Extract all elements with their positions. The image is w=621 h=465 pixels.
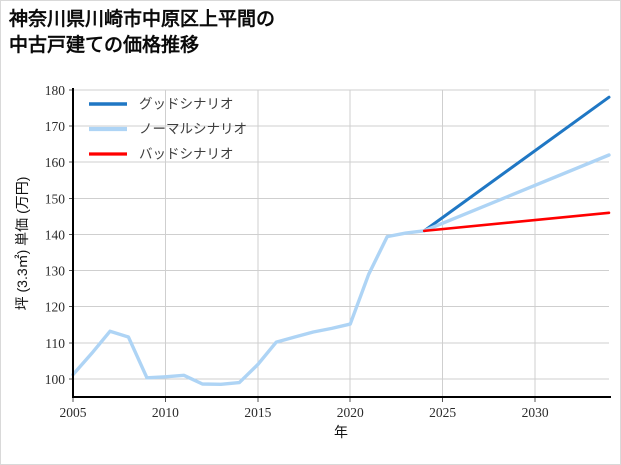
legend-item-label: ノーマルシナリオ (139, 122, 247, 137)
y-tick-label: 170 (45, 119, 66, 134)
x-tick-label: 2020 (337, 405, 364, 420)
legend-item-label: バッドシナリオ (139, 147, 234, 162)
y-tick-label: 110 (45, 336, 65, 351)
y-tick-label: 100 (45, 372, 66, 387)
x-tick-label: 2005 (60, 405, 87, 420)
y-tick-label: 120 (45, 300, 66, 315)
y-tick-label: 160 (45, 155, 66, 170)
axis-titles: 年 坪 (3.3㎡) 単価 (万円) (14, 177, 348, 440)
legend-item-label: グッドシナリオ (139, 97, 234, 112)
x-tick-label: 2030 (522, 405, 549, 420)
axis-ticks: 100 110 120 130 140 150 160 170 180 2005 2010 2015 2… (45, 83, 549, 420)
y-tick-label: 140 (45, 227, 66, 242)
y-axis-title: 坪 (3.3㎡) 単価 (万円) (14, 177, 30, 311)
x-tick-label: 2015 (244, 405, 271, 420)
y-tick-label: 180 (45, 83, 66, 98)
x-tick-label: 2010 (152, 405, 179, 420)
series-line (71, 153, 611, 387)
y-tick-label: 150 (45, 191, 66, 206)
series-lines (71, 95, 611, 387)
x-tick-label: 2025 (429, 405, 456, 420)
axis-spines (71, 88, 611, 399)
series-line (422, 211, 611, 233)
chart-title: 神奈川県川崎市中原区上平間の 中古戸建ての価格推移 (9, 9, 276, 56)
series-line (422, 95, 611, 233)
x-axis-title: 年 (334, 424, 348, 440)
y-tick-label: 130 (45, 264, 66, 279)
